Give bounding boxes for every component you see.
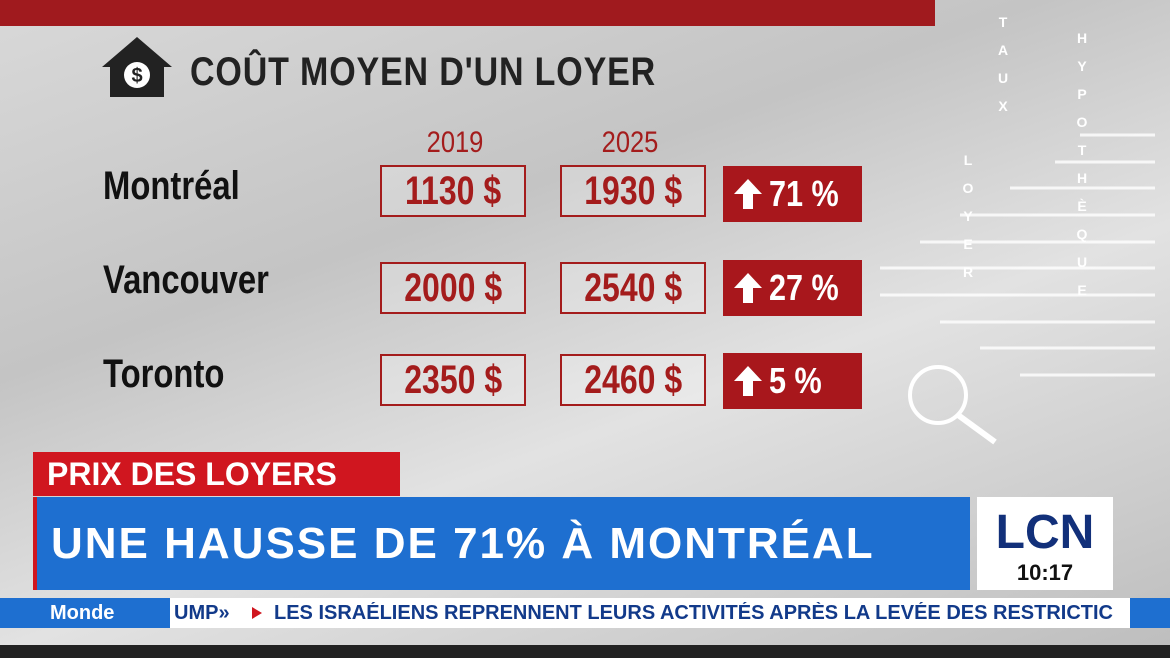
increase: 5 % [769, 360, 822, 401]
up-arrow [734, 179, 762, 209]
price-box: 1130 $ [380, 165, 526, 217]
city: Toronto [103, 352, 225, 396]
increase: 71 % [769, 173, 839, 214]
house-icon: $ [102, 37, 172, 97]
up-arrow [734, 366, 762, 396]
clock: 10:17 [1016, 560, 1074, 585]
decor-word: LOYER [960, 152, 976, 292]
decor-word: HYPOTHÈQUE [1074, 30, 1090, 310]
price-box: 2460 $ [560, 354, 706, 406]
logo-box: LCN 10:17 [977, 497, 1113, 590]
price: 2000 $ [404, 265, 502, 310]
ticker-previous: UMP» [174, 601, 230, 624]
year: 2019 [426, 126, 484, 159]
price: 2540 $ [584, 265, 682, 310]
price-box: 1930 $ [560, 165, 706, 217]
tag: PRIX DES LOYERS [33, 452, 400, 496]
top-band [0, 0, 935, 26]
ticker-section: Monde [0, 598, 170, 628]
bottom-strip [0, 645, 1170, 658]
ticker-arrow [252, 607, 262, 619]
up-arrow [734, 273, 762, 303]
price: 2460 $ [584, 357, 682, 402]
year: 2025 [601, 126, 659, 159]
logo: LCN [995, 506, 1095, 559]
price-box: 2350 $ [380, 354, 526, 406]
city: Vancouver [103, 258, 269, 302]
price: 1130 $ [404, 168, 502, 213]
increase-box: 5 % [723, 353, 862, 409]
headline: UNE HAUSSE DE 71% À MONTRÉAL [33, 497, 970, 590]
ticker: Monde UMP» LES ISRAÉLIENS REPRENNENT LEU… [0, 598, 1130, 628]
svg-text:$: $ [131, 65, 142, 87]
title: COÛT MOYEN D'UN LOYER [190, 50, 657, 94]
price-box: 2540 $ [560, 262, 706, 314]
price-box: 2000 $ [380, 262, 526, 314]
increase: 27 % [769, 267, 839, 308]
decor-lines [880, 133, 1155, 445]
increase-box: 71 % [723, 166, 862, 222]
ticker-end [1130, 598, 1170, 628]
decor-word: TAUX [995, 14, 1011, 126]
increase-box: 27 % [723, 260, 862, 316]
ticker-text: LES ISRAÉLIENS REPRENNENT LEURS ACTIVITÉ… [274, 601, 1113, 624]
price: 2350 $ [404, 357, 502, 402]
price: 1930 $ [584, 168, 682, 213]
city: Montréal [103, 164, 240, 208]
